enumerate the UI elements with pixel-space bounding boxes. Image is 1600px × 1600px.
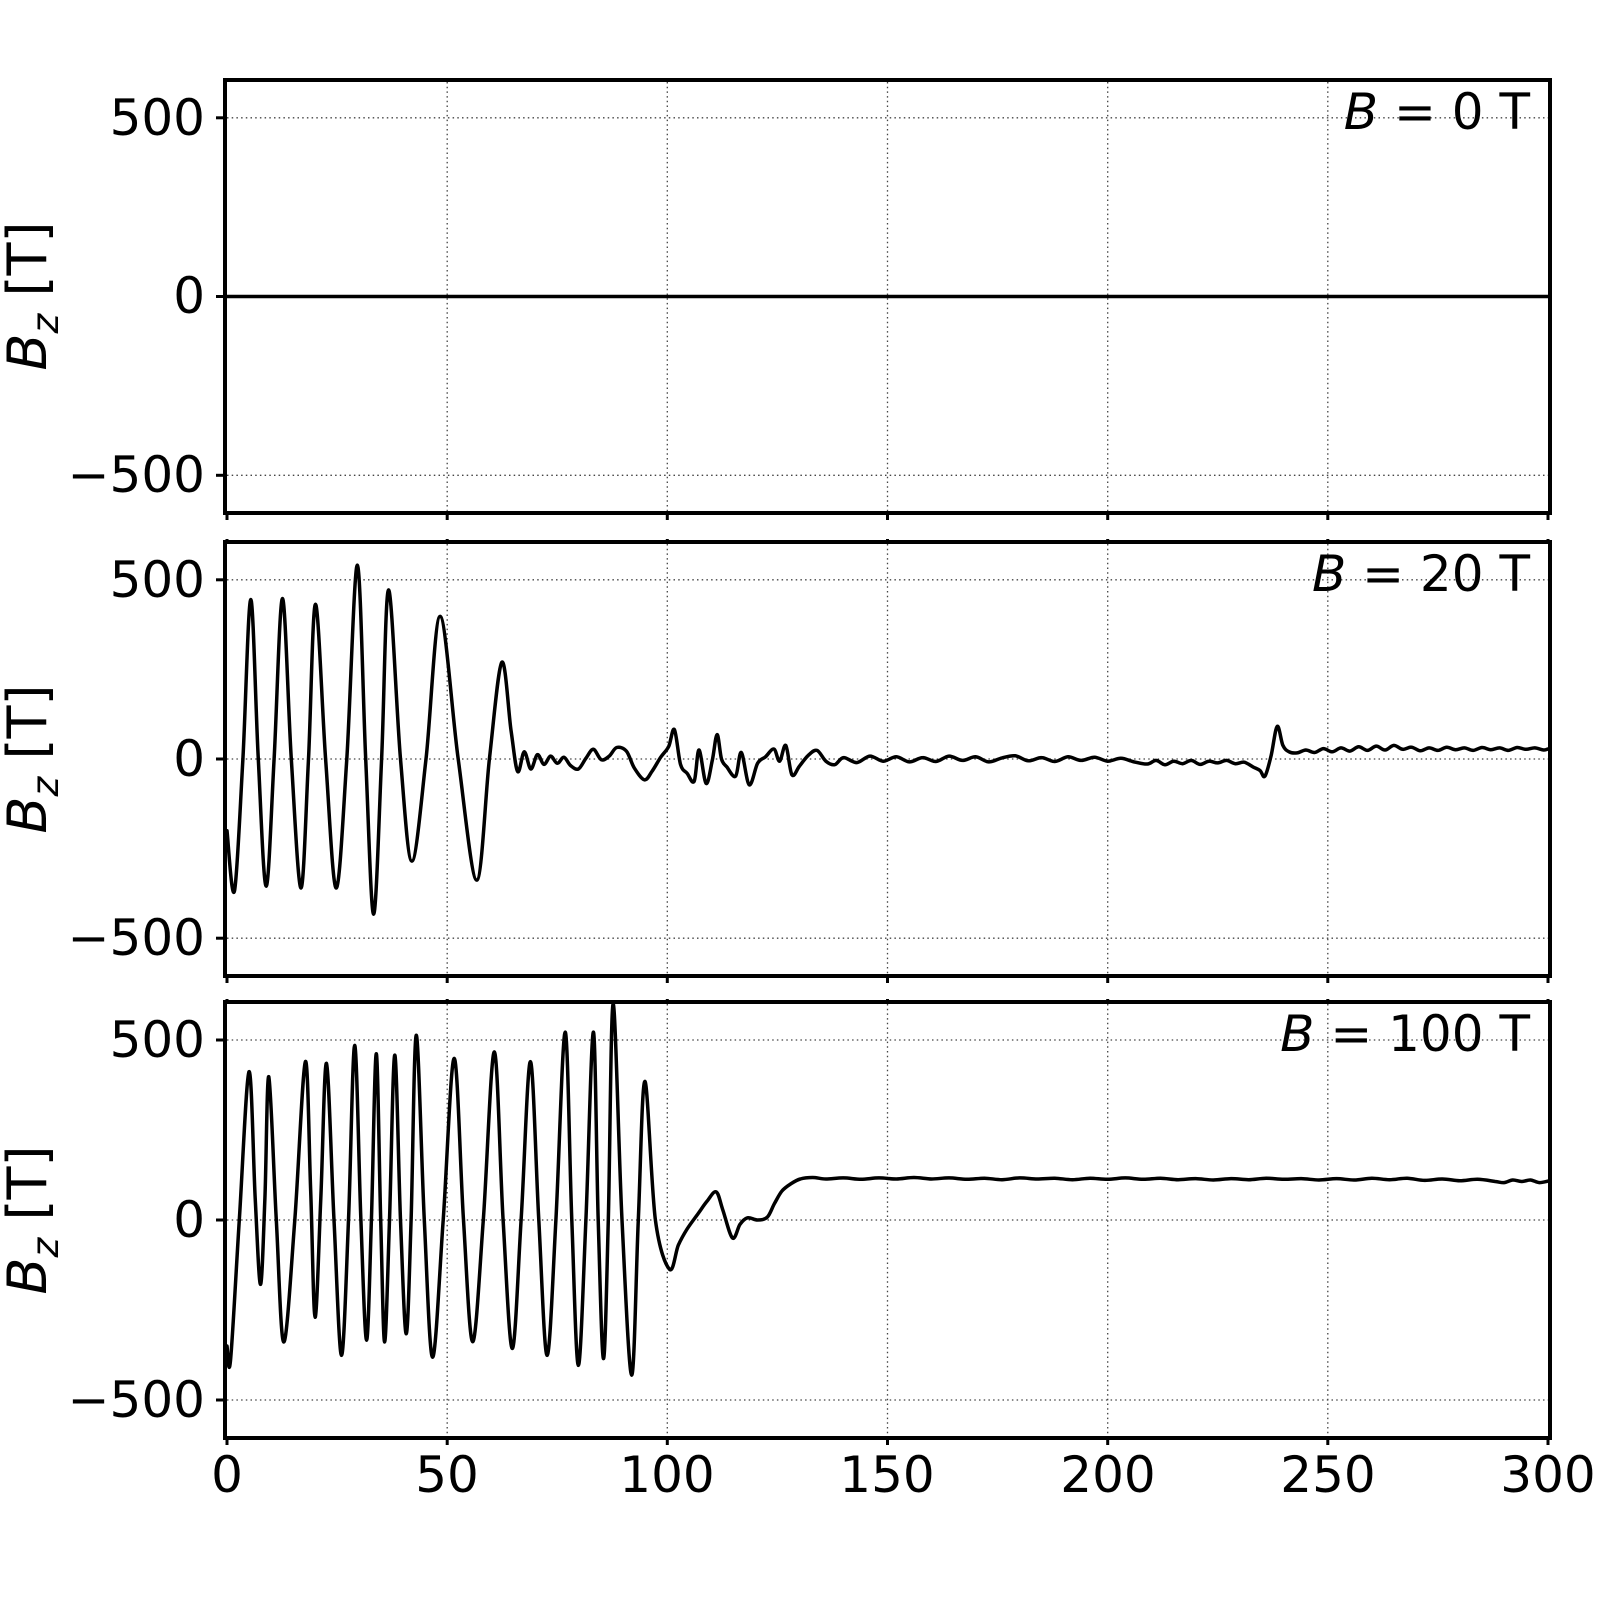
annotation-symbol: B: [1280, 1005, 1315, 1063]
y-tick-label: 0: [173, 730, 205, 788]
panel-b0: B = 0 T: [216, 78, 1552, 520]
x-tick-label: 50: [415, 1446, 479, 1504]
y-label-symbol: B: [0, 333, 60, 371]
plot-area: [216, 82, 1550, 520]
x-tick-label: 0: [211, 1446, 243, 1504]
y-tick-label: −500: [67, 1371, 205, 1429]
y-tick-label: −500: [67, 909, 205, 967]
panel-b0-annotation: B = 0 T: [1343, 83, 1530, 142]
y-tick-label: 500: [109, 551, 205, 609]
x-tick-label: 100: [619, 1446, 715, 1504]
y-tick-label: 0: [173, 267, 205, 325]
y-tick-label: 500: [109, 89, 205, 147]
annotation-value: = 0 T: [1378, 83, 1530, 141]
x-tick-label: 250: [1280, 1446, 1376, 1504]
annotation-value: = 100 T: [1314, 1005, 1530, 1063]
x-tick-label: 300: [1500, 1446, 1596, 1504]
annotation-symbol: B: [1343, 83, 1379, 141]
data-line: [227, 1004, 1548, 1377]
y-tick-label: 0: [173, 1191, 205, 1249]
panel-b100: B = 100 T: [216, 999, 1552, 1445]
y-label-symbol: B: [0, 1257, 60, 1295]
panel-b20-annotation: B = 20 T: [1311, 545, 1530, 604]
panel-b20: B = 20 T: [216, 539, 1552, 983]
x-tick-label: 150: [839, 1446, 935, 1504]
annotation-symbol: B: [1311, 545, 1347, 603]
y-tick-label: −500: [67, 446, 205, 504]
panel-b100-annotation: B = 100 T: [1280, 1005, 1530, 1064]
plot-area: [216, 539, 1550, 983]
data-line: [227, 563, 1548, 916]
plot-area: [216, 999, 1550, 1445]
y-label-symbol: B: [0, 796, 60, 834]
x-tick-label: 200: [1060, 1446, 1156, 1504]
annotation-value: = 20 T: [1346, 545, 1530, 603]
y-tick-label: 500: [109, 1011, 205, 1069]
